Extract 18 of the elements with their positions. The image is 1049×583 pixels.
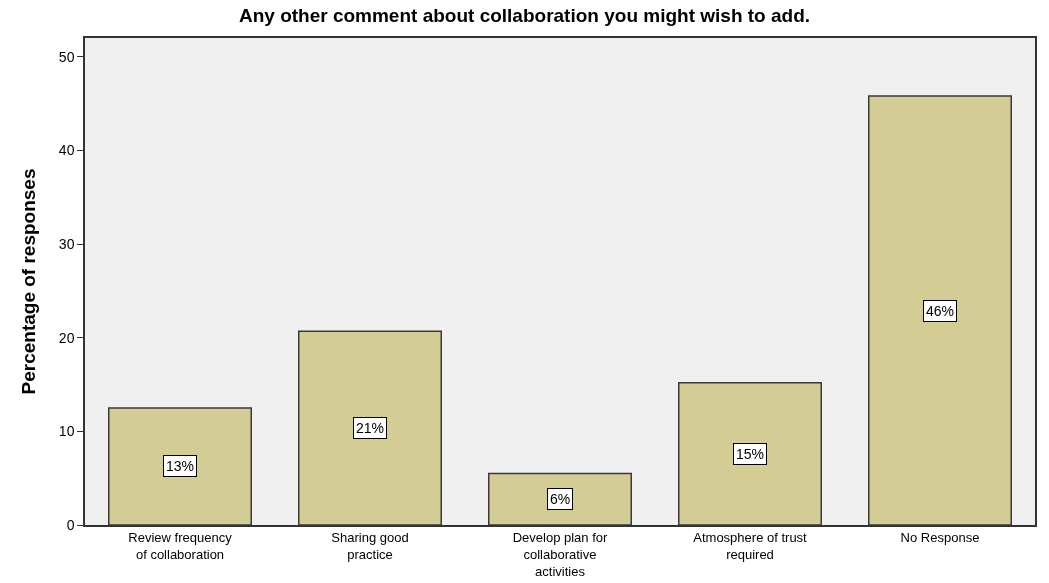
y-tick-label: 0 [66,516,75,533]
y-tick-label: 50 [58,48,75,65]
x-tick-label: Atmosphere of trust required [693,530,808,563]
y-tick-label: 40 [58,142,75,159]
y-tick-label: 30 [58,235,75,252]
y-tick-label: 20 [58,329,75,346]
x-tick-label: Review frequency of collaboration [128,530,233,563]
data-label: 21% [356,420,385,436]
chart-title: Any other comment about collaboration you might wish to add. [238,5,811,27]
x-tick-label: No Response [900,530,980,546]
data-label: 15% [736,446,765,462]
x-tick-label: Sharing good practice [331,530,409,563]
y-tick-label: 10 [58,423,75,440]
x-tick-label: Develop plan for collaborative activities [512,530,608,580]
data-label: 6% [550,491,571,507]
data-label: 46% [926,303,955,319]
y-axis-title: Percentage of responses [18,168,40,395]
data-label: 13% [166,458,195,474]
